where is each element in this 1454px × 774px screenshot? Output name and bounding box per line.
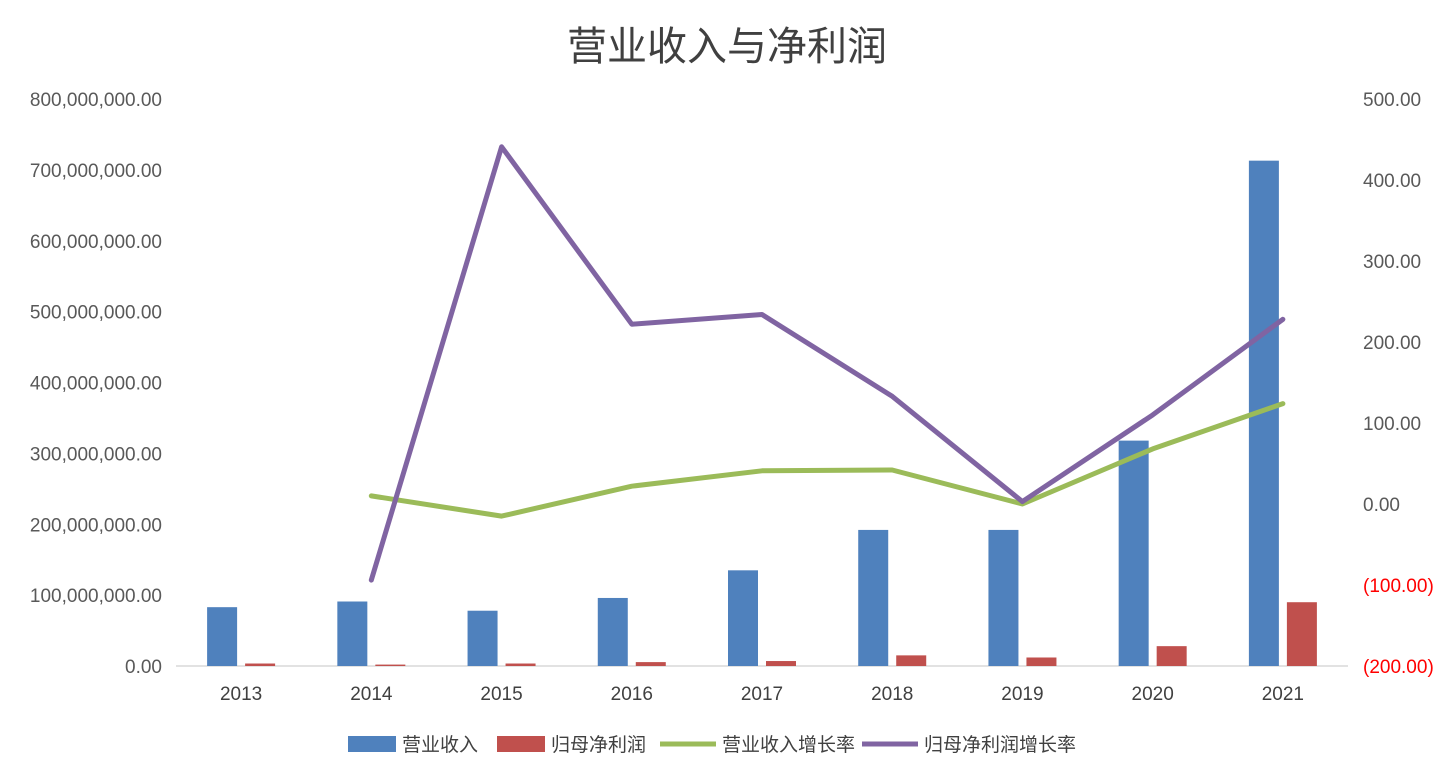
x-axis-tick-label: 2016 <box>611 684 653 705</box>
net-profit-bar <box>766 661 796 666</box>
left-axis-tick-label: 500,000,000.00 <box>30 303 162 324</box>
right-axis-tick-label: (100.00) <box>1363 576 1434 597</box>
revenue-bar <box>988 529 1019 666</box>
left-axis-tick-label: 0.00 <box>125 657 162 678</box>
net-profit-bar <box>375 664 406 666</box>
left-axis-tick-label: 100,000,000.00 <box>30 586 162 607</box>
left-axis-tick-label: 600,000,000.00 <box>30 232 162 253</box>
net-profit-bar <box>635 662 666 666</box>
net-profit-bar <box>1156 646 1187 666</box>
legend-label: 营业收入增长率 <box>722 734 855 756</box>
left-axis-tick-label: 800,000,000.00 <box>30 90 162 111</box>
revenue-bar <box>597 597 628 666</box>
x-axis-tick-label: 2018 <box>871 684 913 705</box>
left-axis-tick-label: 700,000,000.00 <box>30 161 162 182</box>
legend-swatch <box>348 736 396 752</box>
net-profit-bar <box>505 663 536 666</box>
x-axis-tick-label: 2014 <box>350 684 393 705</box>
right-axis-tick-label: 500.00 <box>1363 90 1421 111</box>
revenue-bar <box>728 570 758 666</box>
revenue-bar <box>858 529 889 666</box>
right-axis-tick-label: 200.00 <box>1363 333 1421 354</box>
x-axis-tick-label: 2019 <box>1001 684 1043 705</box>
revenue-growth-line <box>368 401 1286 519</box>
right-axis-tick-label: 100.00 <box>1363 414 1421 435</box>
revenue-bar <box>467 610 498 666</box>
right-axis-tick-label: 300.00 <box>1363 252 1421 273</box>
net-profit-bar <box>245 663 276 666</box>
net-profit-growth-line <box>368 144 1286 583</box>
revenue-bar <box>1118 440 1149 666</box>
legend-swatch <box>497 736 545 752</box>
x-axis-tick-label: 2017 <box>741 684 783 705</box>
x-axis-tick-label: 2020 <box>1132 684 1174 705</box>
legend-label: 营业收入 <box>402 734 478 756</box>
revenue-bar <box>207 607 238 666</box>
legend-label: 归母净利润 <box>551 734 646 756</box>
net-profit-bar <box>1026 657 1057 666</box>
right-axis-tick-label: (200.00) <box>1363 657 1434 678</box>
left-axis-tick-label: 400,000,000.00 <box>30 374 162 395</box>
x-axis-tick-label: 2013 <box>220 684 262 705</box>
right-axis-tick-label: 0.00 <box>1363 495 1400 516</box>
legend-label: 归母净利润增长率 <box>924 734 1076 756</box>
left-axis-tick-label: 200,000,000.00 <box>30 515 162 536</box>
revenue-bar <box>337 601 368 666</box>
net-profit-bar <box>896 655 927 666</box>
right-axis-tick-label: 400.00 <box>1363 171 1421 192</box>
left-axis-tick-label: 300,000,000.00 <box>30 444 162 465</box>
net-profit-bar <box>1286 602 1317 666</box>
chart-title: 营业收入与净利润 <box>567 24 887 70</box>
x-axis-tick-label: 2021 <box>1262 684 1304 705</box>
x-axis-tick-label: 2015 <box>480 684 522 705</box>
